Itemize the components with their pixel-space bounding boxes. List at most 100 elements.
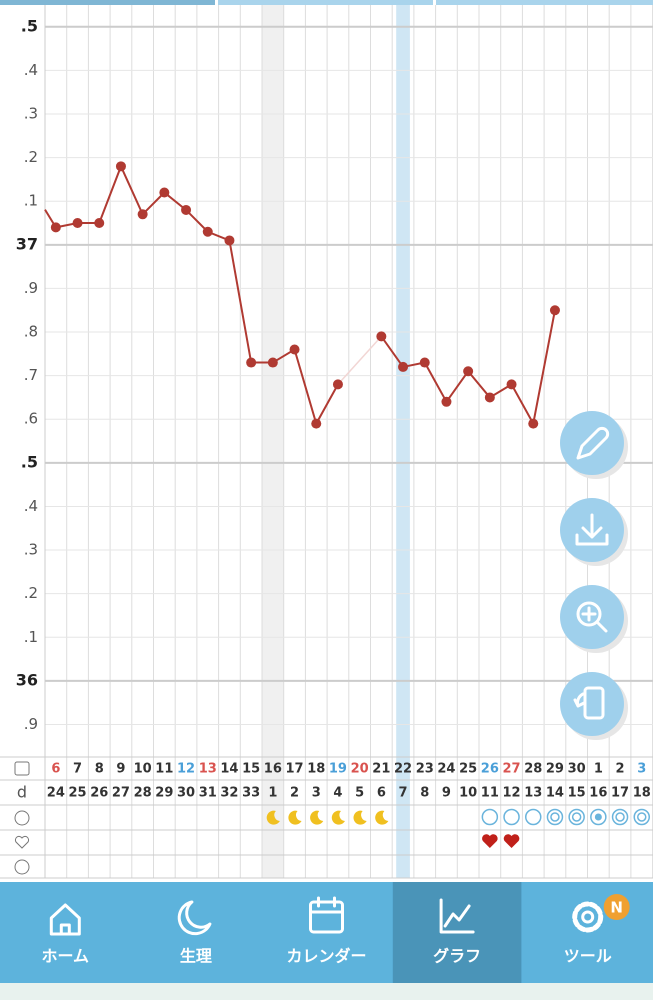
date-label: 10 <box>134 762 152 777</box>
date-label: 17 <box>286 762 304 777</box>
cycle-day-label: 32 <box>220 786 238 801</box>
nav-label: カレンダー <box>286 947 366 966</box>
y-tick-label: 37 <box>16 234 38 253</box>
date-label: 8 <box>95 762 104 777</box>
date-label: 14 <box>220 762 238 777</box>
cycle-day-label: 15 <box>568 786 586 801</box>
y-tick-label: .5 <box>21 452 38 471</box>
graph-icon <box>439 898 475 934</box>
temperature-point <box>528 418 539 429</box>
cycle-day-label: 12 <box>503 786 521 801</box>
fertility-circle <box>481 808 499 826</box>
date-label: 3 <box>637 762 646 777</box>
y-tick-label: .2 <box>24 584 38 602</box>
mood-icon <box>14 859 30 875</box>
gear-icon <box>581 910 595 924</box>
period-moon <box>310 810 324 825</box>
y-tick-label: .4 <box>24 61 38 79</box>
edit-button[interactable] <box>560 411 624 475</box>
gear-icon <box>572 901 604 933</box>
zoom-button[interactable] <box>560 585 624 649</box>
date-label: 28 <box>524 762 542 777</box>
nav-bottom <box>0 983 653 1000</box>
y-tick-label: .9 <box>24 715 38 733</box>
cycle-day-label: 6 <box>377 786 386 801</box>
nav-label: ホーム <box>42 947 90 966</box>
date-label: 7 <box>73 762 82 777</box>
intercourse-heart <box>482 834 498 848</box>
y-tick-label: .4 <box>24 497 38 515</box>
y-tick-label: 36 <box>16 670 38 689</box>
temperature-point <box>159 187 170 198</box>
date-label: 20 <box>351 762 369 777</box>
pen-icon <box>576 426 610 460</box>
zoom-icon <box>576 601 602 627</box>
fertility-circle <box>503 808 520 826</box>
temperature-point <box>419 357 430 368</box>
calendar-nav-icon <box>309 900 344 934</box>
cycle-day-label: 7 <box>399 786 408 801</box>
zoom-icon <box>581 606 608 633</box>
date-label: 29 <box>546 762 564 777</box>
ovulation-icon <box>14 810 30 826</box>
rotate-button[interactable] <box>560 672 624 736</box>
y-tick-label: .8 <box>24 323 38 341</box>
period-moon <box>331 810 345 825</box>
fertility-circle <box>611 808 629 826</box>
home-icon <box>49 903 81 936</box>
date-label: 11 <box>155 762 173 777</box>
date-label: 23 <box>416 762 434 777</box>
heart-icon <box>14 835 30 849</box>
temperature-point <box>137 209 148 220</box>
cycle-day-label: 33 <box>242 786 260 801</box>
fertility-star <box>594 813 602 821</box>
temperature-point <box>506 379 517 390</box>
fertility-circle <box>568 808 585 826</box>
fertility-circle <box>525 808 542 826</box>
top-bar <box>218 0 433 5</box>
cycle-day-label: 31 <box>199 786 217 801</box>
badge-label: N <box>610 899 623 917</box>
date-label: 18 <box>307 762 325 777</box>
period-moon <box>288 810 302 825</box>
date-label: 24 <box>437 762 455 777</box>
cycle-day-label: 29 <box>155 786 173 801</box>
cycle-day-label: 13 <box>524 786 542 801</box>
date-label: 19 <box>329 762 347 777</box>
date-label: 2 <box>616 762 625 777</box>
temperature-point <box>549 305 560 316</box>
fertility-circle <box>590 808 607 826</box>
period-moon <box>375 810 389 825</box>
cycle-day-label: 26 <box>90 786 108 801</box>
period-moon <box>353 810 367 825</box>
date-label: 21 <box>372 762 390 777</box>
y-tick-label: .1 <box>24 192 38 210</box>
download-icon <box>575 513 609 546</box>
temperature-point <box>246 357 257 368</box>
top-bar <box>436 0 653 5</box>
cycle-day-label: 28 <box>134 786 152 801</box>
row-label: d <box>17 783 27 802</box>
fertility-inner <box>615 812 625 822</box>
fertility-circle <box>546 808 564 826</box>
temperature-point <box>94 218 105 229</box>
nav-label: グラフ <box>433 947 481 966</box>
cycle-day-label: 25 <box>69 786 87 801</box>
period-moon <box>266 810 280 825</box>
calendar-nav-icon <box>309 896 344 914</box>
cycle-day-label: 11 <box>481 786 499 801</box>
temperature-point <box>202 226 213 237</box>
date-label: 6 <box>51 762 60 777</box>
moon-icon <box>177 900 212 936</box>
temperature-point <box>50 222 61 233</box>
y-tick-label: .6 <box>24 410 38 428</box>
cycle-day-label: 17 <box>611 786 629 801</box>
cycle-day-label: 4 <box>333 786 342 801</box>
calendar-icon <box>14 761 30 776</box>
temperature-point <box>181 204 192 215</box>
today-column <box>396 5 410 878</box>
temperature-point <box>463 366 474 377</box>
date-label: 25 <box>459 762 477 777</box>
